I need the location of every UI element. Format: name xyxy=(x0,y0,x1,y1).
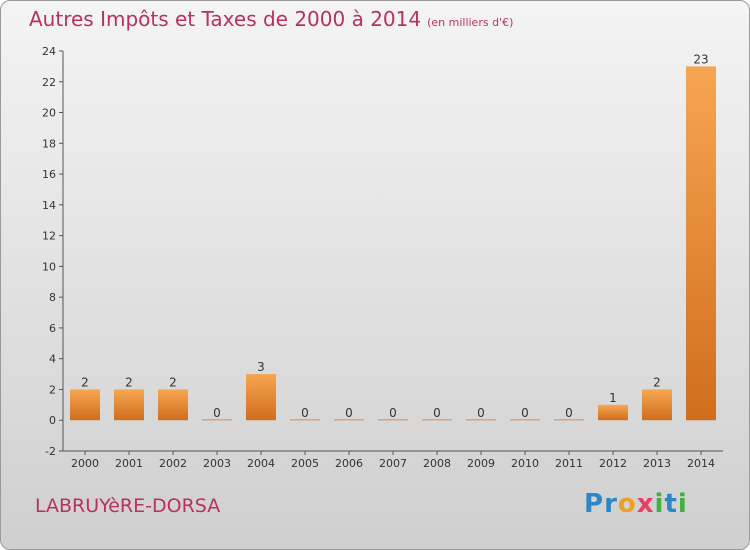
commune-name: LABRUYèRE-DORSA xyxy=(35,495,221,517)
y-tick-label: 16 xyxy=(42,168,56,181)
x-tick-label: 2011 xyxy=(555,457,583,470)
bar xyxy=(202,419,232,421)
logo-letter: o xyxy=(617,489,637,519)
y-tick-label: 18 xyxy=(42,137,56,150)
x-tick-label: 2005 xyxy=(291,457,319,470)
bar-value-label: 0 xyxy=(389,406,397,420)
bar xyxy=(554,419,584,421)
bar xyxy=(686,66,716,421)
x-tick-label: 2010 xyxy=(511,457,539,470)
bar xyxy=(510,419,540,421)
bar-value-label: 0 xyxy=(565,406,573,420)
bar-value-label: 2 xyxy=(125,375,133,389)
logo-letter: i xyxy=(654,489,665,519)
bar xyxy=(114,389,144,421)
bar-value-label: 0 xyxy=(433,406,441,420)
bar xyxy=(334,419,364,421)
x-tick-label: 2009 xyxy=(467,457,495,470)
x-tick-label: 2014 xyxy=(687,457,715,470)
logo-letter: t xyxy=(664,489,678,519)
x-tick-label: 2003 xyxy=(203,457,231,470)
y-tick-label: -2 xyxy=(45,445,56,458)
y-tick-label: 4 xyxy=(49,353,56,366)
x-tick-label: 2013 xyxy=(643,457,671,470)
bar-value-label: 3 xyxy=(257,360,265,374)
bar-value-label: 0 xyxy=(213,406,221,420)
y-tick-label: 20 xyxy=(42,107,56,120)
x-tick-label: 2008 xyxy=(423,457,451,470)
x-tick-label: 2006 xyxy=(335,457,363,470)
x-tick-label: 2000 xyxy=(71,457,99,470)
bar xyxy=(642,389,672,421)
chart-title: Autres Impôts et Taxes de 2000 à 2014 (en… xyxy=(29,7,513,31)
logo-letter: P xyxy=(584,489,605,519)
logo-letter: i xyxy=(677,489,688,519)
bar xyxy=(422,419,452,421)
bar xyxy=(466,419,496,421)
bar xyxy=(290,419,320,421)
bar-value-label: 1 xyxy=(609,391,617,405)
bar-value-label: 0 xyxy=(521,406,529,420)
bar-value-label: 0 xyxy=(477,406,485,420)
bar-value-label: 2 xyxy=(169,375,177,389)
y-tick-label: 22 xyxy=(42,76,56,89)
y-tick-label: 2 xyxy=(49,383,56,396)
logo-letter: r xyxy=(604,489,618,519)
bar-value-label: 2 xyxy=(81,375,89,389)
bar-value-label: 23 xyxy=(693,52,708,66)
y-tick-label: 0 xyxy=(49,414,56,427)
y-tick-label: 24 xyxy=(42,45,56,58)
x-tick-label: 2001 xyxy=(115,457,143,470)
bar-value-label: 0 xyxy=(345,406,353,420)
logo-letter: x xyxy=(636,489,655,519)
chart-unit: (en milliers d'€) xyxy=(427,16,514,29)
chart-title-text: Autres Impôts et Taxes de 2000 à 2014 xyxy=(29,7,422,31)
bar xyxy=(598,404,628,421)
y-tick-label: 14 xyxy=(42,199,56,212)
bar xyxy=(246,374,276,421)
x-tick-label: 2012 xyxy=(599,457,627,470)
x-tick-label: 2007 xyxy=(379,457,407,470)
y-tick-label: 12 xyxy=(42,230,56,243)
y-tick-label: 10 xyxy=(42,260,56,273)
bar-value-label: 0 xyxy=(301,406,309,420)
y-tick-label: 8 xyxy=(49,291,56,304)
y-tick-label: 6 xyxy=(49,322,56,335)
bar-value-label: 2 xyxy=(653,375,661,389)
proxiti-logo: Proxiti xyxy=(584,489,688,519)
x-tick-label: 2002 xyxy=(159,457,187,470)
bar xyxy=(378,419,408,421)
bar xyxy=(70,389,100,421)
bar xyxy=(158,389,188,421)
x-tick-label: 2004 xyxy=(247,457,275,470)
